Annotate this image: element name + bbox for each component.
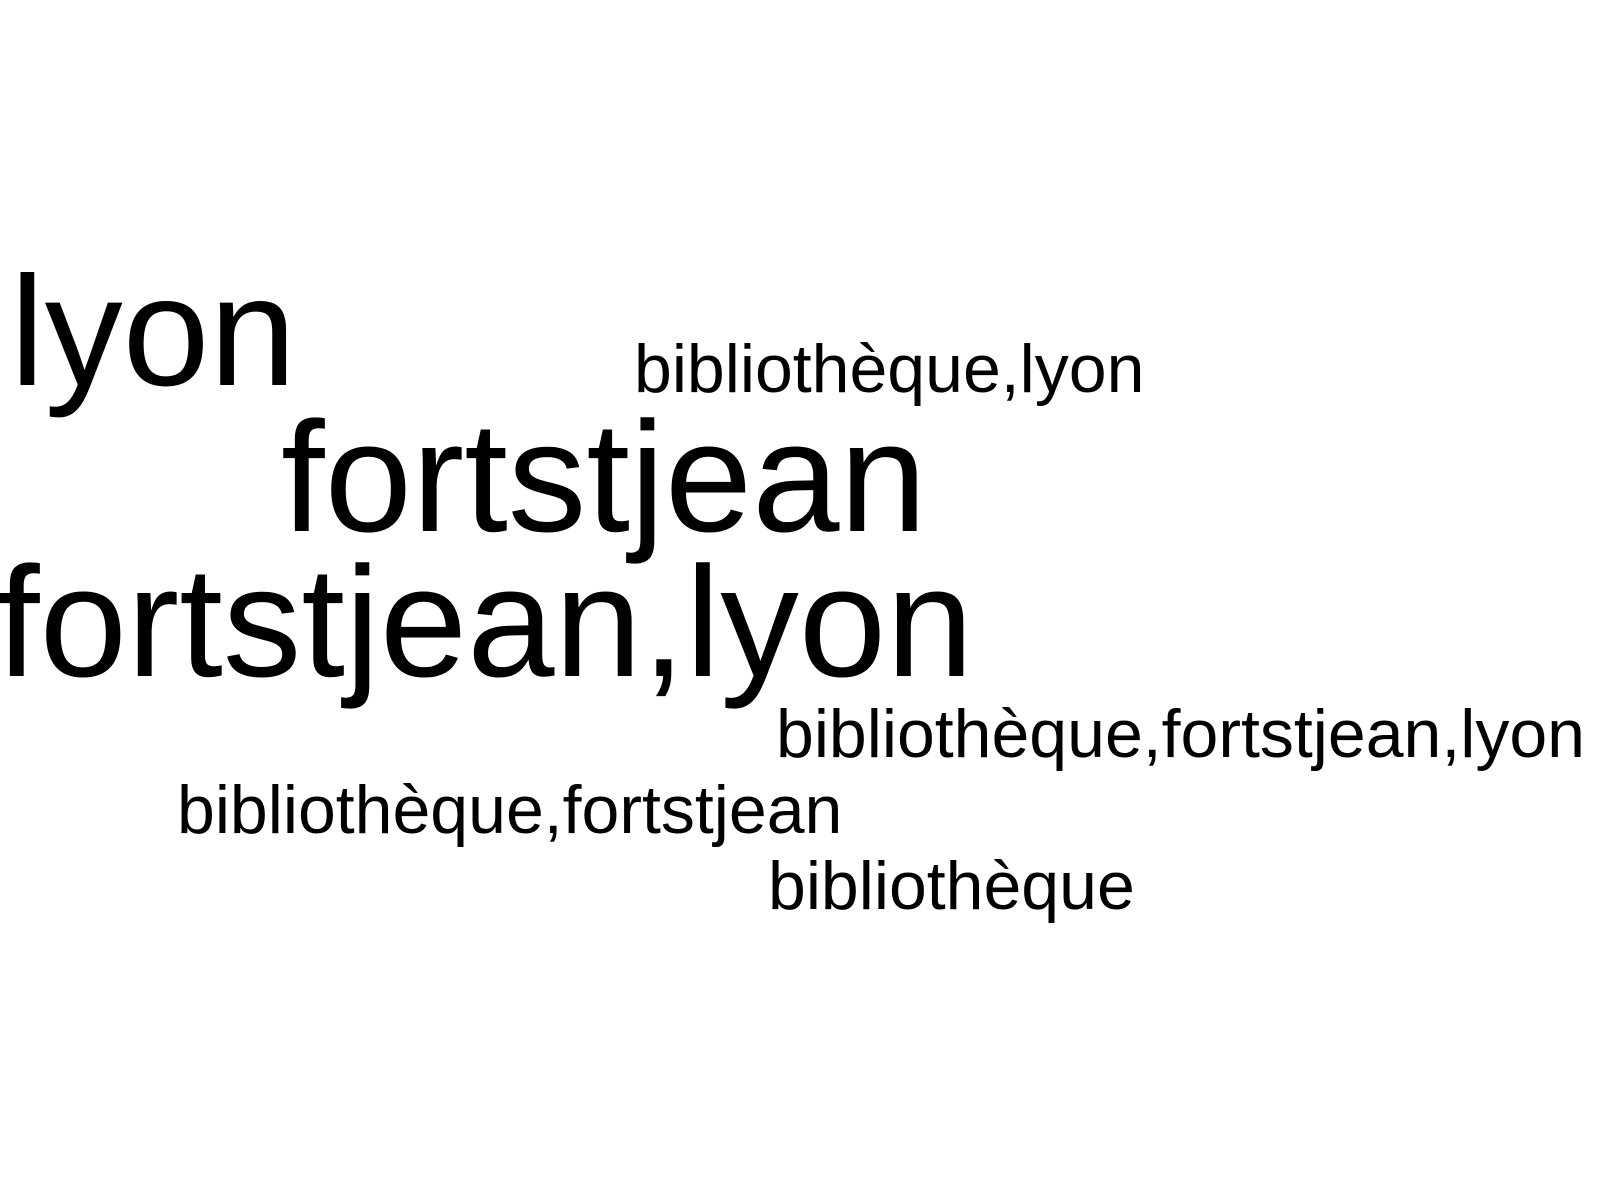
word-bibliotheque-fortstjean: bibliothèque,fortstjean [177, 772, 843, 848]
word-bibliotheque: bibliothèque [768, 848, 1135, 924]
word-bibliotheque-lyon: bibliothèque,lyon [634, 331, 1145, 407]
word-fortstjean: fortstjean [281, 390, 927, 565]
word-bibliotheque-fortstjean-lyon: bibliothèque,fortstjean,lyon [776, 696, 1585, 772]
word-lyon: lyon [10, 245, 297, 419]
word-fortstjean-lyon: fortstjean,lyon [0, 535, 974, 710]
